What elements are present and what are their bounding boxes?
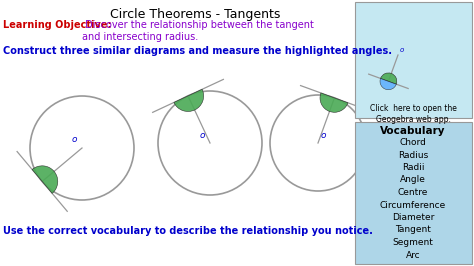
Text: Radius: Radius xyxy=(398,151,428,160)
Text: o: o xyxy=(320,131,326,139)
Text: Click  here to open the
Geogebra web app.: Click here to open the Geogebra web app. xyxy=(370,104,456,124)
Wedge shape xyxy=(320,93,348,112)
FancyBboxPatch shape xyxy=(355,122,472,264)
Text: Segment: Segment xyxy=(392,238,433,247)
Text: o: o xyxy=(199,131,205,139)
Text: Radii: Radii xyxy=(402,163,424,172)
Text: Chord: Chord xyxy=(400,138,427,147)
FancyBboxPatch shape xyxy=(355,2,472,118)
Text: Learning Objective:: Learning Objective: xyxy=(3,20,111,30)
Wedge shape xyxy=(32,166,58,193)
Text: Circumference: Circumference xyxy=(380,201,446,210)
Text: o: o xyxy=(71,135,77,144)
Text: Angle: Angle xyxy=(400,176,426,185)
Wedge shape xyxy=(381,73,397,84)
Text: Centre: Centre xyxy=(398,188,428,197)
Text: Use the correct vocabulary to describe the relationship you notice.: Use the correct vocabulary to describe t… xyxy=(3,226,373,236)
Text: Construct three similar diagrams and measure the highlighted angles.: Construct three similar diagrams and mea… xyxy=(3,46,392,56)
Text: Diameter: Diameter xyxy=(392,213,434,222)
Text: Circle Theorems - Tangents: Circle Theorems - Tangents xyxy=(110,8,280,21)
Wedge shape xyxy=(380,78,396,90)
Text: Vocabulary: Vocabulary xyxy=(380,126,446,136)
Wedge shape xyxy=(174,89,204,111)
Text: Tangent: Tangent xyxy=(395,226,431,235)
Text: o: o xyxy=(400,47,404,53)
Text: Arc: Arc xyxy=(406,251,420,260)
Text: Discover the relationship between the tangent
and intersecting radius.: Discover the relationship between the ta… xyxy=(82,20,314,41)
